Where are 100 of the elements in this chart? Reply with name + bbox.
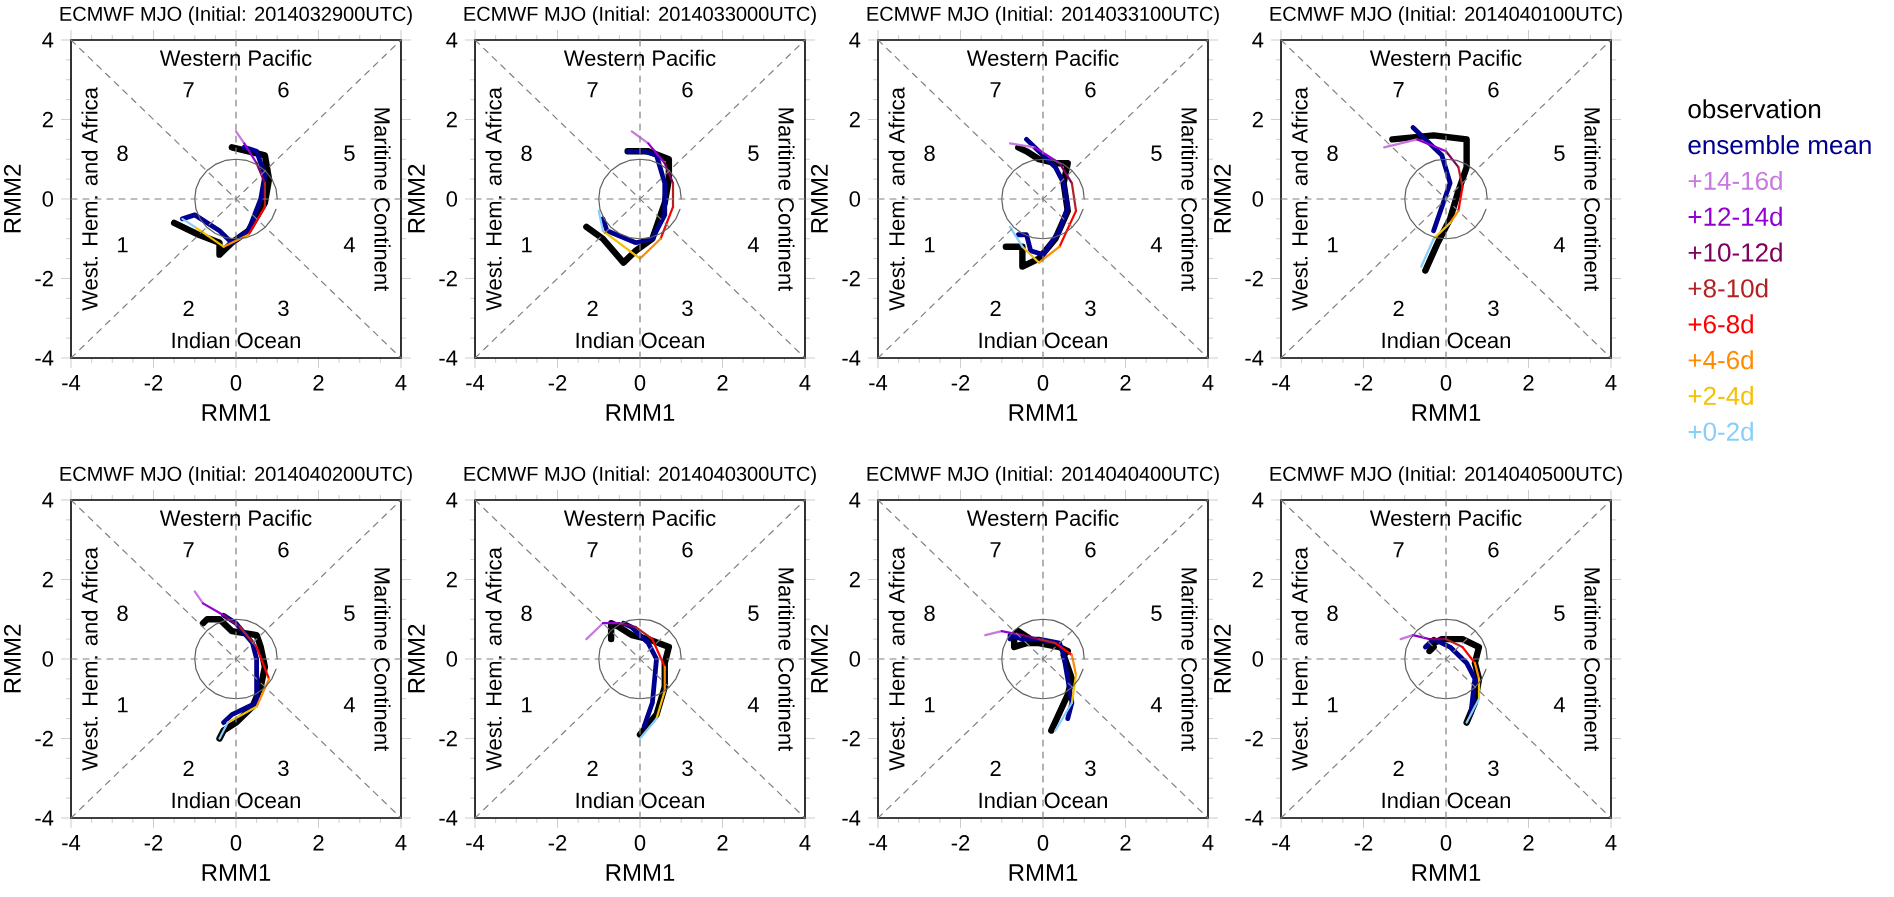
y-tick-label: 0 [42,651,54,667]
annotation: 4 [1553,237,1565,253]
annotation: 3 [278,760,289,777]
y-tick-label: -2 [439,270,457,287]
annotation: 5 [1554,145,1565,161]
x-tick-label: -2 [144,835,163,851]
annotation: 3 [278,300,289,317]
annotation: Indian Ocean [172,332,300,349]
x-tick-label: 0 [230,375,242,391]
x-tick-label: -4 [869,835,888,851]
chart-title: ECMWF MJO (Initial: 2014032900UTC) [60,6,412,25]
y-axis-title: RMM2 [3,624,21,693]
annotation: West. Hem. and Africa [1291,547,1308,771]
annotation: 7 [1393,82,1404,98]
annotation: Western Pacific [966,509,1119,526]
y-tick-label: 2 [1252,111,1263,128]
y-axis-title: RMM2 [810,164,828,233]
y-tick-label: 4 [849,32,861,48]
x-tick-label: 2 [717,375,728,391]
x-tick-label: -2 [951,375,970,391]
annotation: 5 [748,145,759,161]
annotation: 7 [587,542,598,558]
x-tick-label: 4 [1202,375,1214,391]
x-tick-label: -2 [548,835,567,851]
annotation: Western Pacific [966,49,1119,66]
x-tick-label: -4 [869,375,888,391]
x-tick-label: 0 [634,835,646,851]
annotation: 2 [587,300,598,316]
y-tick-label: 0 [446,651,458,667]
y-tick-label: 4 [1252,32,1264,48]
y-axis-title: RMM2 [3,164,21,233]
y-tick-label: -4 [35,810,54,826]
annotation: 7 [183,82,194,98]
y-tick-label: -2 [35,270,53,287]
annotation: 2 [1393,300,1404,316]
x-tick-label: -2 [1354,375,1373,391]
y-tick-label: -4 [1245,350,1264,366]
annotation: Maritime Continent [1181,568,1198,752]
y-tick-label: -4 [35,350,54,366]
annotation: Indian Ocean [1382,332,1510,349]
x-tick-label: -4 [466,835,485,851]
annotation: 4 [1553,697,1565,713]
x-tick-label: 4 [1605,835,1617,851]
annotation: West. Hem. and Africa [485,87,502,311]
annotation: 6 [1488,541,1499,558]
annotation: Maritime Continent [374,108,391,292]
x-axis-title: RMM1 [1412,864,1481,881]
y-tick-label: -4 [842,810,861,826]
y-tick-label: 2 [849,571,860,588]
y-axis-title: RMM2 [810,624,828,693]
annotation: West. Hem. and Africa [1291,87,1308,311]
annotation: 6 [278,541,289,558]
annotation: 1 [925,697,935,713]
annotation: 6 [682,81,693,98]
x-tick-label: 4 [1605,375,1617,391]
y-tick-label: -2 [1245,270,1263,287]
y-tick-label: 0 [1252,651,1264,667]
annotation: Western Pacific [563,509,716,526]
annotation: Indian Ocean [576,332,704,349]
annotation: 4 [343,697,355,713]
annotation: 3 [682,300,693,317]
y-tick-label: 2 [42,571,53,588]
y-tick-label: 0 [446,191,458,207]
annotation: 4 [1150,697,1162,713]
x-axis-title: RMM1 [606,404,675,421]
annotation: Indian Ocean [1382,792,1510,809]
text: +12-14d [1688,206,1782,226]
annotation: Western Pacific [159,49,312,66]
annotation: 7 [1393,542,1404,558]
annotation: Indian Ocean [576,792,704,809]
annotation: 3 [682,760,693,777]
annotation: 2 [183,300,194,316]
x-tick-label: -2 [1354,835,1373,851]
x-axis-title: RMM1 [1009,404,1078,421]
annotation: Indian Ocean [979,792,1107,809]
annotation: 1 [1328,237,1338,253]
annotation: 6 [1085,541,1096,558]
y-tick-label: 0 [1252,191,1264,207]
y-axis-title: RMM2 [407,164,425,233]
x-tick-label: 0 [1037,835,1049,851]
x-tick-label: 0 [634,375,646,391]
x-tick-label: 4 [395,835,407,851]
annotation: 2 [990,300,1001,316]
annotation: 8 [1327,605,1338,622]
annotation: 6 [278,81,289,98]
annotation: Maritime Continent [374,568,391,752]
annotation: 7 [183,542,194,558]
x-tick-label: -2 [951,835,970,851]
y-tick-label: 2 [1252,571,1263,588]
y-tick-label: -4 [1245,810,1264,826]
y-tick-label: 4 [42,32,54,48]
y-tick-label: 2 [42,111,53,128]
annotation: 1 [522,237,532,253]
annotation: Maritime Continent [1181,108,1198,292]
chart-title: ECMWF MJO (Initial: 2014040200UTC) [60,466,412,485]
annotation: 8 [521,605,532,622]
annotation: 8 [117,145,128,162]
text: +4-6d [1688,350,1753,370]
x-tick-label: 4 [395,375,407,391]
annotation: 3 [1488,300,1499,317]
